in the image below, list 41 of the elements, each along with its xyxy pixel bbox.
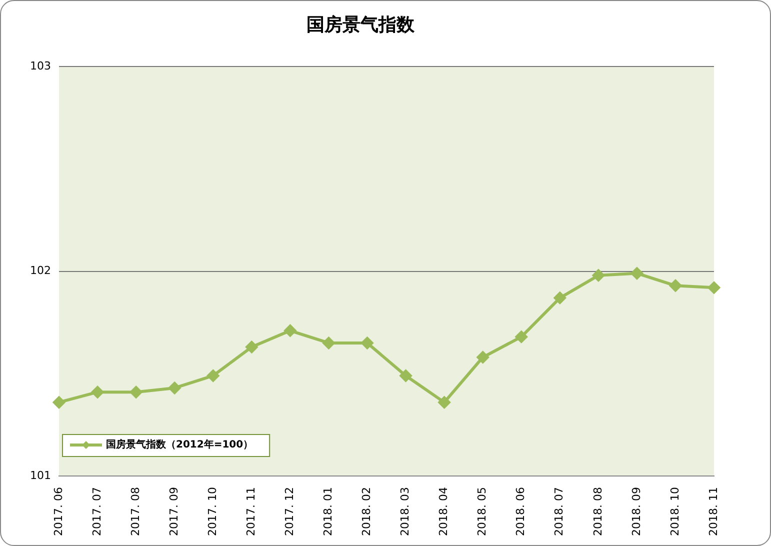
- point: [669, 280, 682, 292]
- y-tick-label: 101: [30, 468, 51, 482]
- x-tick-label: 2018. 11: [706, 487, 720, 536]
- x-tick-label: 2017. 07: [90, 487, 104, 536]
- point: [515, 330, 528, 343]
- chart-title: 国房景气指数: [306, 14, 416, 36]
- point: [207, 370, 220, 382]
- x-tick-label: 2017. 06: [52, 487, 65, 536]
- point: [284, 324, 296, 337]
- x-tick-label: 2018. 10: [668, 487, 682, 536]
- x-tick-label: 2018. 02: [360, 487, 374, 536]
- x-tick-label: 2018. 03: [398, 487, 412, 536]
- point: [168, 382, 181, 394]
- x-tick-label: 2017. 12: [283, 487, 296, 536]
- point: [630, 267, 643, 280]
- x-tick-label: 2017. 09: [167, 487, 180, 536]
- point: [130, 386, 142, 398]
- point: [400, 370, 412, 382]
- x-tick-label: 2018. 05: [476, 487, 489, 536]
- y-tick-label: 102: [30, 264, 51, 278]
- x-tick-label: 2017. 08: [128, 487, 142, 536]
- point: [322, 336, 335, 349]
- point: [476, 351, 489, 364]
- point: [361, 336, 374, 349]
- x-tick-label: 2018. 06: [514, 487, 528, 536]
- x-tick-label: 2017. 11: [244, 487, 258, 536]
- legend-label: 国房景气指数（2012年=100）: [106, 438, 254, 451]
- point: [554, 292, 566, 304]
- x-tick-label: 2018. 09: [630, 487, 643, 536]
- point: [708, 282, 720, 294]
- x-tick-label: 2017. 10: [206, 487, 219, 536]
- x-tick-label: 2018. 07: [552, 487, 566, 536]
- point: [592, 269, 604, 282]
- x-tick-label: 2018. 04: [437, 487, 450, 536]
- point: [246, 341, 258, 354]
- point: [438, 396, 450, 408]
- y-tick-label: 103: [30, 59, 51, 72]
- point: [92, 386, 104, 398]
- x-tick-label: 2018. 01: [322, 487, 335, 536]
- x-tick-label: 2018. 08: [591, 487, 604, 536]
- point: [53, 396, 65, 408]
